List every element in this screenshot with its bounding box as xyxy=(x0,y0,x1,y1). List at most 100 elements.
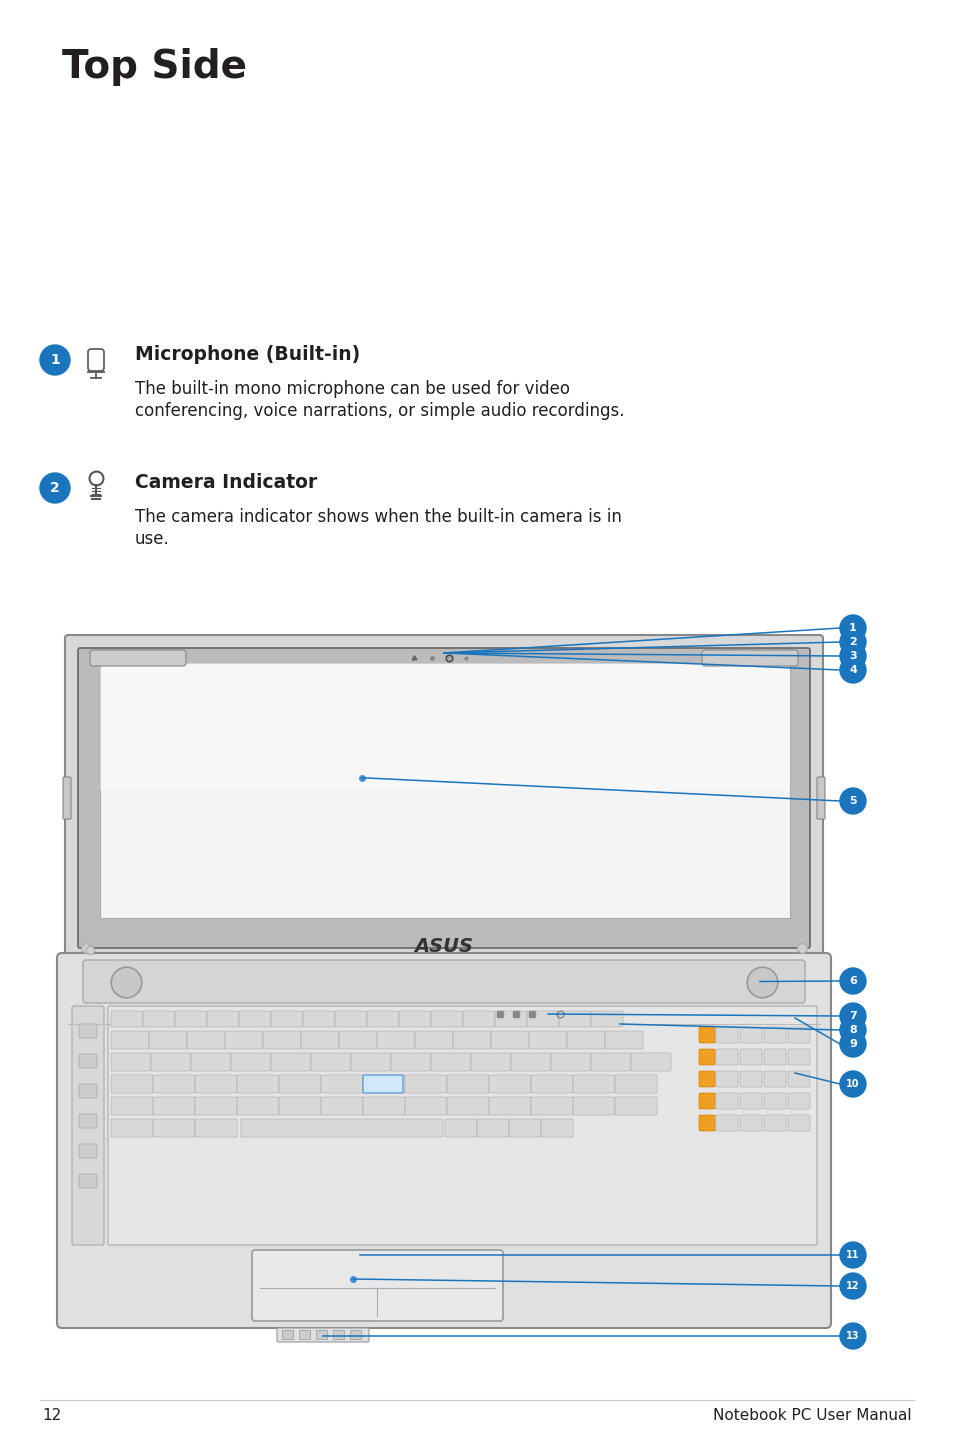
FancyBboxPatch shape xyxy=(740,1114,761,1132)
FancyBboxPatch shape xyxy=(79,1084,97,1099)
FancyBboxPatch shape xyxy=(540,1119,573,1137)
FancyBboxPatch shape xyxy=(231,1053,271,1071)
FancyBboxPatch shape xyxy=(566,1031,604,1048)
FancyBboxPatch shape xyxy=(90,650,186,666)
FancyBboxPatch shape xyxy=(630,1053,670,1071)
FancyBboxPatch shape xyxy=(699,1071,714,1087)
FancyBboxPatch shape xyxy=(447,1097,489,1114)
FancyBboxPatch shape xyxy=(716,1071,738,1087)
FancyBboxPatch shape xyxy=(149,1031,187,1048)
FancyBboxPatch shape xyxy=(151,1053,191,1071)
FancyBboxPatch shape xyxy=(453,1031,491,1048)
FancyBboxPatch shape xyxy=(71,1007,104,1245)
FancyBboxPatch shape xyxy=(551,1053,590,1071)
FancyBboxPatch shape xyxy=(271,1053,311,1071)
Text: 10: 10 xyxy=(845,1078,859,1089)
FancyBboxPatch shape xyxy=(363,1097,405,1114)
Text: 4: 4 xyxy=(848,664,856,674)
FancyBboxPatch shape xyxy=(471,1053,511,1071)
Text: 2: 2 xyxy=(848,637,856,647)
Circle shape xyxy=(840,1017,865,1043)
FancyBboxPatch shape xyxy=(787,1048,809,1066)
FancyBboxPatch shape xyxy=(278,1097,320,1114)
FancyBboxPatch shape xyxy=(236,1076,278,1093)
FancyBboxPatch shape xyxy=(111,1076,152,1093)
FancyBboxPatch shape xyxy=(787,1071,809,1087)
FancyBboxPatch shape xyxy=(558,1011,590,1027)
FancyBboxPatch shape xyxy=(431,1053,471,1071)
FancyBboxPatch shape xyxy=(763,1027,785,1043)
Circle shape xyxy=(840,628,865,654)
FancyBboxPatch shape xyxy=(462,1011,495,1027)
FancyBboxPatch shape xyxy=(489,1097,531,1114)
FancyBboxPatch shape xyxy=(740,1027,761,1043)
Circle shape xyxy=(840,1002,865,1030)
FancyBboxPatch shape xyxy=(152,1097,194,1114)
Bar xyxy=(100,663,789,917)
FancyBboxPatch shape xyxy=(225,1031,263,1048)
FancyBboxPatch shape xyxy=(263,1031,301,1048)
FancyBboxPatch shape xyxy=(276,1329,369,1342)
Text: 11: 11 xyxy=(845,1250,859,1260)
FancyBboxPatch shape xyxy=(271,1011,303,1027)
FancyBboxPatch shape xyxy=(194,1119,236,1137)
FancyBboxPatch shape xyxy=(740,1048,761,1066)
Circle shape xyxy=(840,788,865,814)
FancyBboxPatch shape xyxy=(590,1011,622,1027)
Circle shape xyxy=(840,968,865,994)
FancyBboxPatch shape xyxy=(699,1093,714,1109)
Text: ASUS: ASUS xyxy=(414,936,473,955)
FancyBboxPatch shape xyxy=(351,1053,391,1071)
Text: The camera indicator shows when the built-in camera is in: The camera indicator shows when the buil… xyxy=(135,508,621,526)
FancyBboxPatch shape xyxy=(495,1011,526,1027)
FancyBboxPatch shape xyxy=(740,1093,761,1109)
FancyBboxPatch shape xyxy=(111,1119,152,1137)
FancyBboxPatch shape xyxy=(236,1097,278,1114)
Circle shape xyxy=(840,1031,865,1057)
Text: Notebook PC User Manual: Notebook PC User Manual xyxy=(713,1408,911,1424)
FancyBboxPatch shape xyxy=(763,1071,785,1087)
Text: 3: 3 xyxy=(848,651,856,661)
FancyBboxPatch shape xyxy=(303,1011,335,1027)
FancyBboxPatch shape xyxy=(816,777,824,820)
FancyBboxPatch shape xyxy=(398,1011,431,1027)
FancyBboxPatch shape xyxy=(763,1114,785,1132)
FancyBboxPatch shape xyxy=(299,1330,310,1340)
FancyBboxPatch shape xyxy=(787,1093,809,1109)
Circle shape xyxy=(840,1273,865,1299)
FancyBboxPatch shape xyxy=(405,1097,447,1114)
FancyBboxPatch shape xyxy=(311,1053,351,1071)
FancyBboxPatch shape xyxy=(152,1119,194,1137)
FancyBboxPatch shape xyxy=(511,1053,551,1071)
FancyBboxPatch shape xyxy=(716,1093,738,1109)
FancyBboxPatch shape xyxy=(615,1076,657,1093)
Text: Microphone (Built-in): Microphone (Built-in) xyxy=(135,345,360,364)
Circle shape xyxy=(40,345,70,375)
FancyBboxPatch shape xyxy=(111,1031,149,1048)
FancyBboxPatch shape xyxy=(79,1114,97,1127)
Text: The built-in mono microphone can be used for video: The built-in mono microphone can be used… xyxy=(135,380,569,398)
FancyBboxPatch shape xyxy=(143,1011,174,1027)
FancyBboxPatch shape xyxy=(78,649,809,948)
FancyBboxPatch shape xyxy=(350,1330,361,1340)
FancyBboxPatch shape xyxy=(252,1250,502,1322)
FancyBboxPatch shape xyxy=(529,1031,566,1048)
Text: Camera Indicator: Camera Indicator xyxy=(135,473,317,492)
FancyBboxPatch shape xyxy=(320,1097,363,1114)
FancyBboxPatch shape xyxy=(391,1053,431,1071)
Circle shape xyxy=(840,643,865,669)
FancyBboxPatch shape xyxy=(699,1048,714,1066)
FancyBboxPatch shape xyxy=(405,1076,447,1093)
Text: 5: 5 xyxy=(848,797,856,807)
FancyBboxPatch shape xyxy=(787,1114,809,1132)
Circle shape xyxy=(40,473,70,503)
FancyBboxPatch shape xyxy=(787,1027,809,1043)
FancyBboxPatch shape xyxy=(476,1119,509,1137)
FancyBboxPatch shape xyxy=(79,1054,97,1068)
FancyBboxPatch shape xyxy=(716,1048,738,1066)
FancyBboxPatch shape xyxy=(526,1011,558,1027)
FancyBboxPatch shape xyxy=(301,1031,338,1048)
FancyBboxPatch shape xyxy=(431,1011,462,1027)
Text: 13: 13 xyxy=(845,1332,859,1342)
FancyBboxPatch shape xyxy=(699,1027,714,1043)
